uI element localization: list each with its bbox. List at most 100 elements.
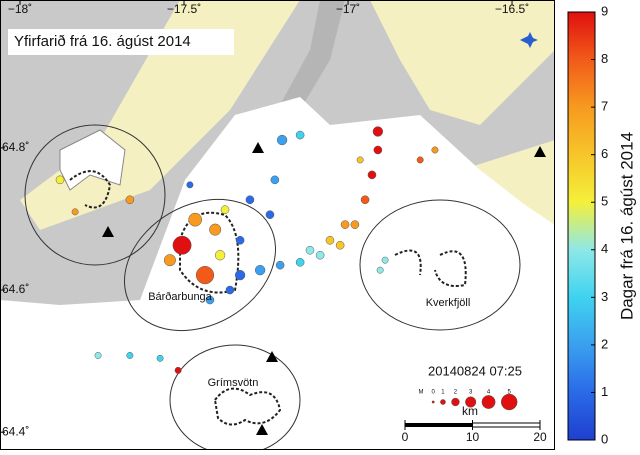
colorbar-tick-label: 6 — [601, 146, 608, 161]
earthquake — [360, 195, 370, 205]
earthquake — [367, 170, 377, 180]
compass — [520, 32, 538, 48]
earthquake — [125, 195, 135, 205]
magnitude-legend-value: 5 — [508, 390, 512, 396]
colorbar-label: Dagar frá 16. ágúst 2014 — [617, 132, 636, 320]
magnitude-legend-value: 0 — [432, 390, 436, 396]
earthquake — [94, 352, 102, 359]
station — [252, 142, 264, 153]
magnitude-legend-value: 2 — [454, 390, 458, 396]
colorbar-tick-label: 4 — [601, 241, 608, 256]
basemap — [0, 0, 555, 450]
station — [534, 146, 546, 157]
earthquake — [350, 220, 360, 229]
magnitude-legend-label: M — [419, 390, 424, 396]
earthquake — [416, 156, 424, 164]
earthquake — [234, 269, 246, 281]
caldera — [213, 387, 282, 426]
station — [102, 226, 114, 237]
earthquake — [265, 210, 275, 219]
place-label: Bárðarbunga — [148, 291, 212, 303]
earthquake — [205, 295, 215, 305]
earthquake — [156, 354, 164, 362]
earthquake — [225, 285, 235, 295]
earthquake — [373, 145, 383, 155]
earthquake — [325, 235, 335, 245]
earthquake — [195, 266, 215, 285]
magnitude-legend-value: 3 — [469, 390, 473, 396]
caldera — [69, 170, 112, 209]
magnitude-legend-circle — [440, 399, 446, 405]
place-label: Grímsvötn — [208, 377, 259, 389]
earthquake — [172, 235, 192, 255]
earthquake — [275, 260, 285, 270]
station — [266, 351, 278, 362]
earthquakes — [55, 126, 439, 374]
magnitude-legend-circle — [481, 395, 496, 409]
earthquake — [276, 134, 288, 146]
lon-tick-label: −17.5˚ — [167, 2, 201, 16]
volcano-outline — [169, 344, 301, 450]
lon-tick-label: −16.5˚ — [495, 2, 529, 16]
earthquake — [214, 250, 226, 261]
earthquake — [126, 352, 134, 359]
volcano-outline — [359, 199, 521, 331]
earthquake — [209, 223, 222, 236]
earthquake — [186, 181, 194, 189]
lat-tick-label: 64.4˚ — [2, 424, 29, 438]
colorbar-tick-label: 9 — [601, 3, 608, 18]
earthquake — [55, 175, 65, 185]
lon-tick-label: −18˚ — [8, 2, 32, 16]
earthquake — [220, 205, 230, 215]
caldera — [394, 249, 467, 287]
magnitude-legend-circle — [500, 393, 518, 411]
earthquake — [245, 195, 255, 205]
colorbar-tick-label: 7 — [601, 99, 608, 114]
earthquake — [376, 266, 384, 274]
volcano-outline — [24, 124, 166, 266]
earthquake — [235, 235, 245, 245]
scale-bar — [472, 422, 541, 428]
colorbar-tick-label: 2 — [601, 336, 608, 351]
magnitude-legend-value: 4 — [487, 390, 491, 396]
colorbar — [567, 11, 596, 441]
earthquake — [254, 264, 266, 276]
magnitude-legend-value: 1 — [441, 390, 445, 396]
magnitude-legend-circle — [465, 396, 477, 408]
earthquake — [174, 366, 182, 374]
stations — [102, 142, 546, 435]
earthquake — [356, 156, 364, 164]
earthquake — [188, 212, 203, 227]
scale-tick-label: 10 — [466, 430, 480, 444]
earthquake — [163, 254, 176, 267]
earthquake — [71, 208, 79, 216]
scale-bar — [405, 423, 473, 427]
earthquake — [270, 175, 280, 185]
lat-tick-label: 64.6˚ — [2, 282, 29, 296]
lat-tick-label: 64.8˚ — [2, 140, 29, 154]
earthquake — [431, 146, 439, 154]
scale-tick-label: 0 — [402, 430, 409, 444]
colorbar-tick-label: 1 — [601, 384, 608, 399]
volcano-outline — [124, 198, 276, 332]
station — [256, 424, 268, 435]
scale-tick-label: 20 — [533, 430, 547, 444]
earthquake — [381, 256, 389, 264]
earthquake — [295, 258, 305, 267]
earthquake — [315, 250, 325, 260]
lava-band — [370, 0, 555, 125]
colorbar-tick-label: 8 — [601, 51, 608, 66]
place-label: Kverkfjöll — [426, 297, 471, 309]
map-title: Yfirfarið frá 16. ágúst 2014 — [14, 33, 191, 50]
earthquake — [335, 240, 345, 250]
magnitude-legend-circle — [451, 397, 460, 407]
magnitude-legend-circle — [431, 400, 435, 404]
valley — [280, 0, 345, 110]
earthquake — [340, 220, 350, 229]
lon-tick-label: −17˚ — [336, 2, 360, 16]
earthquake — [295, 130, 305, 140]
colorbar-tick-label: 0 — [601, 431, 608, 446]
earthquake — [305, 245, 315, 255]
